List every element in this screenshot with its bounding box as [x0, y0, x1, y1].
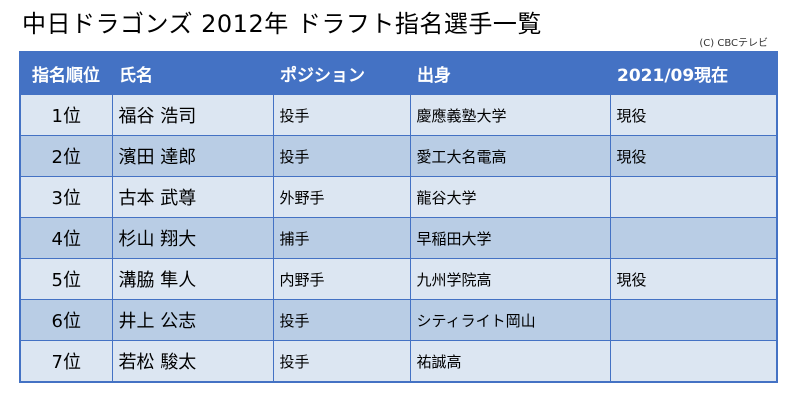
cell-position: 投手	[272, 135, 411, 177]
cell-rank: 2位	[19, 135, 113, 177]
table-row: 5位 溝脇 隼人 内野手 九州学院高 現役	[19, 258, 778, 300]
cell-position: 投手	[272, 299, 411, 341]
cell-position: 投手	[272, 93, 411, 136]
cell-name: 杉山 翔大	[111, 217, 274, 259]
cell-name: 古本 武尊	[111, 176, 274, 218]
cell-origin: 龍谷大学	[409, 176, 611, 218]
cell-status	[609, 340, 778, 383]
cell-rank: 5位	[19, 258, 113, 300]
table-row: 4位 杉山 翔大 捕手 早稲田大学	[19, 217, 778, 259]
cell-name: 濱田 達郎	[111, 135, 274, 177]
header-status: 2021/09現在	[609, 51, 778, 95]
header-rank: 指名順位	[19, 51, 113, 95]
cell-status	[609, 217, 778, 259]
cell-origin: 九州学院高	[409, 258, 611, 300]
cell-rank: 4位	[19, 217, 113, 259]
cell-name: 井上 公志	[111, 299, 274, 341]
table-row: 2位 濱田 達郎 投手 愛工大名電高 現役	[19, 135, 778, 177]
table-header-row: 指名順位 氏名 ポジション 出身 2021/09現在	[19, 51, 778, 95]
cell-origin: シティライト岡山	[409, 299, 611, 341]
draft-table: 指名順位 氏名 ポジション 出身 2021/09現在 1位 福谷 浩司 投手 慶…	[19, 51, 778, 383]
cell-origin: 慶應義塾大学	[409, 93, 611, 136]
cell-name: 溝脇 隼人	[111, 258, 274, 300]
cell-rank: 1位	[19, 93, 113, 136]
cell-position: 捕手	[272, 217, 411, 259]
cell-origin: 早稲田大学	[409, 217, 611, 259]
cell-name: 若松 駿太	[111, 340, 274, 383]
cell-status: 現役	[609, 93, 778, 136]
header-origin: 出身	[409, 51, 611, 95]
cell-rank: 6位	[19, 299, 113, 341]
cell-name: 福谷 浩司	[111, 93, 274, 136]
copyright-credit: (C) CBCテレビ	[699, 38, 768, 49]
cell-status: 現役	[609, 258, 778, 300]
cell-position: 投手	[272, 340, 411, 383]
cell-status: 現役	[609, 135, 778, 177]
header-position: ポジション	[272, 51, 411, 95]
table-row: 6位 井上 公志 投手 シティライト岡山	[19, 299, 778, 341]
cell-rank: 3位	[19, 176, 113, 218]
cell-position: 外野手	[272, 176, 411, 218]
cell-origin: 祐誠高	[409, 340, 611, 383]
cell-position: 内野手	[272, 258, 411, 300]
cell-status	[609, 176, 778, 218]
table-row: 3位 古本 武尊 外野手 龍谷大学	[19, 176, 778, 218]
cell-rank: 7位	[19, 340, 113, 383]
page-title: 中日ドラゴンズ 2012年 ドラフト指名選手一覧	[22, 10, 542, 38]
cell-origin: 愛工大名電高	[409, 135, 611, 177]
header-name: 氏名	[111, 51, 274, 95]
table-row: 7位 若松 駿太 投手 祐誠高	[19, 340, 778, 383]
table-row: 1位 福谷 浩司 投手 慶應義塾大学 現役	[19, 93, 778, 136]
cell-status	[609, 299, 778, 341]
